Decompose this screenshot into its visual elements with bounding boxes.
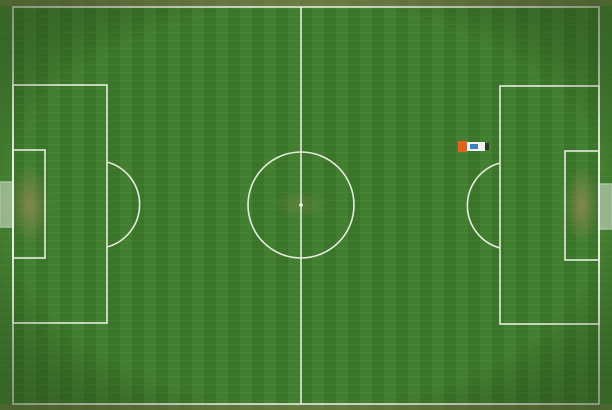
vignette bbox=[0, 0, 612, 410]
page: (() => { const data = JSON.parse(documen… bbox=[0, 0, 612, 410]
aerial-pitch bbox=[0, 0, 612, 410]
